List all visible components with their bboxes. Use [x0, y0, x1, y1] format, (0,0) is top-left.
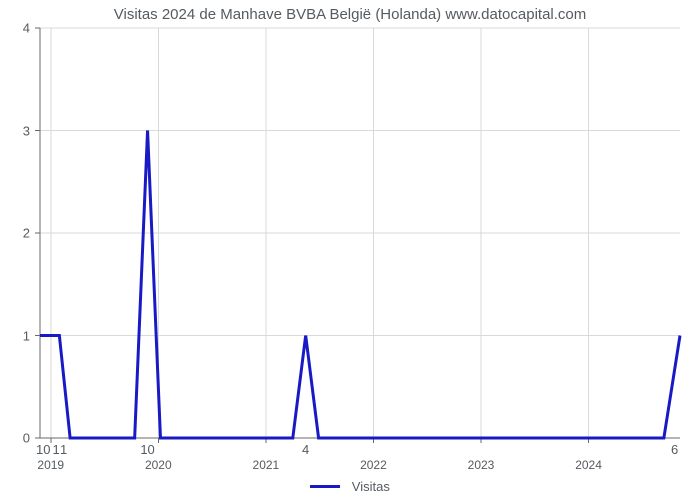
x-tick-label: 2020 — [145, 458, 172, 472]
data-point-label: 10 — [36, 442, 50, 457]
x-tick-label: 2021 — [253, 458, 280, 472]
legend-label: Visitas — [352, 479, 390, 494]
data-point-label: 6 — [671, 442, 678, 457]
y-tick-label: 4 — [0, 21, 30, 36]
legend-swatch — [310, 485, 340, 488]
legend: Visitas — [0, 478, 700, 494]
y-tick-label: 2 — [0, 226, 30, 241]
x-tick-label: 2019 — [37, 458, 64, 472]
plot-svg — [40, 28, 680, 438]
plot-area — [40, 28, 680, 438]
y-tick-label: 1 — [0, 328, 30, 343]
x-tick-label: 2024 — [575, 458, 602, 472]
data-point-label: 1 — [53, 442, 60, 457]
chart-container: Visitas 2024 de Manhave BVBA België (Hol… — [0, 0, 700, 500]
y-tick-label: 3 — [0, 123, 30, 138]
data-point-label: 4 — [302, 442, 309, 457]
data-point-label: 10 — [140, 442, 154, 457]
chart-title: Visitas 2024 de Manhave BVBA België (Hol… — [0, 6, 700, 23]
x-tick-label: 2022 — [360, 458, 387, 472]
x-tick-label: 2023 — [468, 458, 495, 472]
y-tick-label: 0 — [0, 431, 30, 446]
data-point-label: 1 — [60, 442, 67, 457]
